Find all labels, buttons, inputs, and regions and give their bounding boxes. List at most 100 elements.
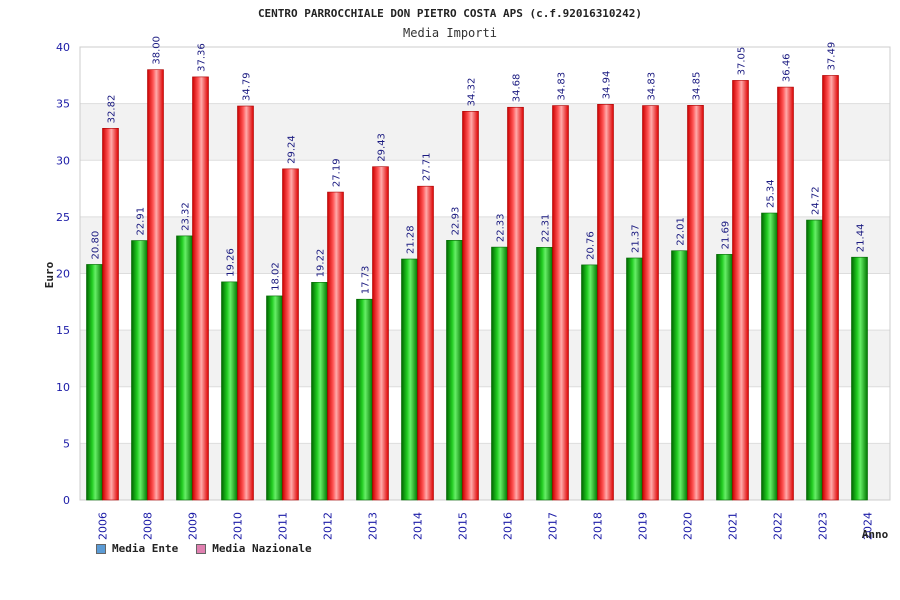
bar-media-nazionale [192, 76, 209, 501]
x-axis-label: Anno [862, 528, 889, 541]
bar-value-label: 34.83 [557, 72, 568, 101]
bar-media-nazionale [237, 105, 254, 501]
bar-value-label: 22.91 [136, 207, 147, 236]
bar-value-label: 19.22 [316, 249, 327, 278]
bar-media-nazionale [147, 69, 164, 501]
bar-media-ente [86, 264, 103, 501]
chart-subtitle: Media Importi [403, 26, 497, 40]
bar-value-label: 34.68 [512, 74, 523, 103]
bar-value-label: 34.32 [467, 78, 478, 107]
x-tick-label: 2022 [772, 512, 785, 540]
bar-value-label: 22.33 [496, 213, 507, 242]
bar-value-label: 34.85 [692, 72, 703, 101]
y-tick-label: 40 [56, 41, 70, 54]
bar-media-ente [626, 257, 643, 501]
bar-media-ente [356, 298, 373, 501]
x-axis-ticks: 2006 2008 2009 2010 2011 2012 2013 2014 2015 2016… [97, 512, 875, 540]
bar-value-label: 17.73 [361, 266, 372, 295]
plot-background [79, 46, 891, 501]
legend-item-media-ente: Media Ente [96, 542, 178, 555]
bar-media-nazionale [642, 105, 659, 501]
bar-value-label: 37.49 [827, 42, 838, 71]
bar-value-label: 21.44 [856, 224, 867, 253]
bar-value-label: 38.00 [152, 36, 163, 65]
x-tick-label: 2015 [457, 512, 470, 540]
y-axis-ticks: 0 5 10 15 20 25 30 35 40 [56, 41, 70, 507]
legend-swatch-media-nazionale [196, 543, 207, 554]
bar-value-label: 34.94 [602, 71, 613, 100]
x-tick-label: 2017 [547, 512, 560, 540]
y-tick-label: 20 [56, 268, 70, 281]
x-tick-label: 2020 [682, 512, 695, 540]
bar-media-ente [131, 240, 148, 501]
bar-media-nazionale [372, 166, 389, 501]
legend-item-media-nazionale: Media Nazionale [196, 542, 312, 555]
bar-media-nazionale [732, 80, 749, 501]
y-tick-label: 10 [56, 381, 70, 394]
bar-media-ente [851, 256, 868, 501]
legend-label-media-ente: Media Ente [112, 542, 179, 555]
legend-label-media-nazionale: Media Nazionale [212, 542, 312, 555]
grid-band [80, 443, 890, 500]
grid-band [80, 103, 890, 161]
x-tick-label: 2021 [727, 512, 740, 540]
bar-value-label: 29.43 [377, 133, 388, 162]
x-tick-label: 2024 [862, 512, 875, 540]
y-tick-label: 35 [56, 98, 70, 111]
bar-value-label: 34.79 [242, 72, 253, 101]
x-tick-label: 2014 [412, 512, 425, 540]
bar-media-nazionale [552, 105, 569, 501]
bar-media-ente [446, 240, 463, 501]
legend-swatch-media-ente [96, 543, 106, 554]
bar-media-ente [716, 254, 733, 501]
x-tick-label: 2012 [322, 512, 335, 540]
bar-media-nazionale [777, 86, 794, 501]
grid-band [80, 273, 890, 331]
bar-value-label: 34.83 [647, 72, 658, 101]
bar-value-label: 29.24 [287, 135, 298, 164]
bar-media-nazionale [462, 111, 479, 501]
bar-media-nazionale [282, 168, 299, 501]
y-tick-label: 25 [56, 211, 70, 224]
bar-value-label: 21.37 [631, 224, 642, 253]
plot-border [79, 46, 891, 501]
x-tick-label: 2006 [97, 512, 110, 540]
bar-value-label: 23.32 [181, 202, 192, 231]
y-tick-label: 15 [56, 324, 70, 337]
x-tick-label: 2023 [817, 512, 830, 540]
y-tick-label: 5 [63, 437, 70, 450]
bar-value-label: 36.46 [782, 53, 793, 82]
grid-band [80, 216, 890, 274]
bar-media-nazionale [597, 104, 614, 501]
bar-value-label: 18.02 [271, 262, 282, 291]
x-tick-label: 2008 [142, 512, 155, 540]
grid-band [80, 330, 890, 387]
y-axis-label: Euro [43, 261, 56, 288]
bar-value-label: 24.72 [811, 186, 822, 215]
y-tick-label: 0 [63, 494, 70, 507]
bar-media-ente [671, 250, 688, 501]
y-tick-label: 30 [56, 154, 70, 167]
grid-band [80, 386, 890, 444]
bar-value-label: 21.69 [721, 221, 732, 250]
x-tick-label: 2011 [277, 512, 290, 540]
chart-title: CENTRO PARROCCHIALE DON PIETRO COSTA APS… [258, 7, 642, 20]
grid-band [80, 160, 890, 217]
bar-media-ente [221, 281, 238, 501]
bar-value-label: 22.31 [541, 214, 552, 243]
bar-media-nazionale [417, 185, 434, 501]
bar-media-ente [806, 219, 823, 501]
bar-media-ente [401, 258, 418, 501]
x-tick-label: 2016 [502, 512, 515, 540]
x-tick-label: 2009 [187, 512, 200, 540]
bar-value-label: 22.01 [676, 217, 687, 246]
grid-band [80, 47, 890, 104]
bar-value-label: 37.36 [197, 43, 208, 72]
bar-media-ente [491, 246, 508, 501]
bar-value-label: 21.28 [406, 225, 417, 254]
bar-value-label: 27.71 [422, 153, 433, 182]
bar-value-label: 19.26 [226, 248, 237, 277]
bar-value-label: 20.76 [586, 231, 597, 260]
bar-media-nazionale [327, 191, 344, 501]
